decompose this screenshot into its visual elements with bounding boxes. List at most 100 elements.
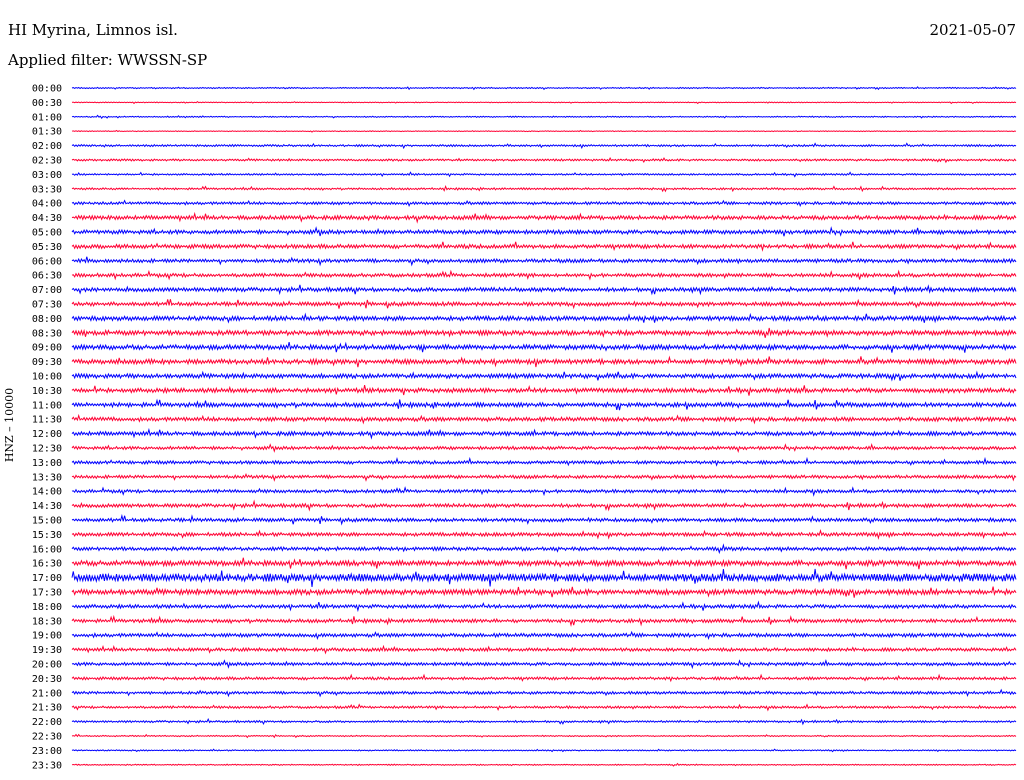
time-tick-label: 09:30 bbox=[32, 357, 62, 368]
time-tick-label: 15:30 bbox=[32, 530, 62, 541]
time-tick-label: 20:00 bbox=[32, 660, 62, 671]
trace-line bbox=[71, 486, 1017, 497]
trace-line bbox=[71, 748, 1017, 753]
time-tick-label: 06:00 bbox=[32, 256, 62, 267]
time-tick-label: 20:30 bbox=[32, 674, 62, 685]
trace-line bbox=[71, 114, 1017, 120]
time-tick-label: 18:00 bbox=[32, 602, 62, 613]
time-tick-label: 01:00 bbox=[32, 112, 62, 123]
trace-line bbox=[71, 284, 1017, 296]
time-tick-label: 17:30 bbox=[32, 588, 62, 599]
trace-line bbox=[71, 513, 1017, 526]
trace-line bbox=[71, 384, 1017, 396]
trace-line bbox=[71, 600, 1017, 613]
trace-line bbox=[71, 673, 1017, 683]
time-tick-label: 21:00 bbox=[32, 688, 62, 699]
time-tick-label: 16:30 bbox=[32, 559, 62, 570]
time-tick-label: 06:30 bbox=[32, 271, 62, 282]
time-tick-label: 12:30 bbox=[32, 444, 62, 455]
trace-line bbox=[71, 644, 1017, 655]
time-tick-label: 12:00 bbox=[32, 429, 62, 440]
time-tick-label: 21:30 bbox=[32, 703, 62, 714]
trace-line bbox=[71, 733, 1017, 739]
trace-line bbox=[71, 398, 1017, 411]
time-tick-label: 22:30 bbox=[32, 732, 62, 743]
trace-line bbox=[71, 241, 1017, 252]
time-tick-label: 09:00 bbox=[32, 343, 62, 354]
time-tick-label: 02:30 bbox=[32, 156, 62, 167]
time-tick-label: 22:00 bbox=[32, 717, 62, 728]
time-tick-label: 08:00 bbox=[32, 314, 62, 325]
time-tick-label: 01:30 bbox=[32, 127, 62, 138]
time-tick-label: 18:30 bbox=[32, 616, 62, 627]
time-tick-label: 13:00 bbox=[32, 458, 62, 469]
trace-line bbox=[71, 269, 1017, 281]
trace-line bbox=[71, 762, 1017, 767]
trace-line bbox=[71, 717, 1017, 726]
trace-line bbox=[71, 312, 1017, 324]
time-tick-label: 14:30 bbox=[32, 501, 62, 512]
trace-line bbox=[71, 568, 1017, 587]
trace-line bbox=[71, 171, 1017, 178]
time-tick-label: 03:00 bbox=[32, 170, 62, 181]
time-tick-label: 04:30 bbox=[32, 213, 62, 224]
time-tick-label: 02:00 bbox=[32, 141, 62, 152]
trace-line bbox=[71, 427, 1017, 440]
trace-line bbox=[71, 355, 1017, 368]
time-tick-label: 03:30 bbox=[32, 184, 62, 195]
trace-line bbox=[71, 129, 1017, 133]
trace-line bbox=[71, 184, 1017, 193]
trace-line bbox=[71, 142, 1017, 150]
time-tick-label: 04:00 bbox=[32, 199, 62, 210]
trace-line bbox=[71, 226, 1017, 237]
trace-line bbox=[71, 543, 1017, 555]
trace-line bbox=[71, 86, 1017, 91]
time-tick-label: 10:30 bbox=[32, 386, 62, 397]
trace-line bbox=[71, 499, 1017, 512]
time-tick-label: 23:30 bbox=[32, 760, 62, 771]
time-tick-label: 00:30 bbox=[32, 98, 62, 109]
trace-line bbox=[71, 630, 1017, 641]
time-tick-label: 08:30 bbox=[32, 328, 62, 339]
date-label: 2021-05-07 bbox=[929, 21, 1016, 39]
time-tick-label: 15:00 bbox=[32, 516, 62, 527]
trace-line bbox=[71, 413, 1017, 425]
trace-line bbox=[71, 298, 1017, 310]
time-tick-label: 10:00 bbox=[32, 372, 62, 383]
trace-line bbox=[71, 341, 1017, 353]
trace-line bbox=[71, 327, 1017, 338]
trace-line bbox=[71, 586, 1017, 598]
trace-line bbox=[71, 658, 1017, 670]
trace-line bbox=[71, 703, 1017, 712]
trace-line bbox=[71, 211, 1017, 224]
time-tick-label: 00:00 bbox=[32, 84, 62, 95]
time-tick-label: 13:30 bbox=[32, 472, 62, 483]
time-tick-label: 11:30 bbox=[32, 415, 62, 426]
trace-line bbox=[71, 473, 1017, 482]
trace-line bbox=[71, 688, 1017, 698]
time-tick-label: 17:00 bbox=[32, 573, 62, 584]
trace-line bbox=[71, 528, 1017, 540]
trace-line bbox=[71, 100, 1017, 105]
trace-line bbox=[71, 199, 1017, 208]
filter-label: Applied filter: WWSSN-SP bbox=[8, 51, 208, 69]
trace-line bbox=[71, 442, 1017, 454]
time-tick-label: 11:00 bbox=[32, 400, 62, 411]
trace-line bbox=[71, 370, 1017, 382]
trace-line bbox=[71, 557, 1017, 570]
trace-line bbox=[71, 256, 1017, 267]
time-tick-label: 14:00 bbox=[32, 487, 62, 498]
time-tick-label: 05:30 bbox=[32, 242, 62, 253]
trace-line bbox=[71, 456, 1017, 467]
time-tick-label: 05:00 bbox=[32, 228, 62, 239]
trace-line bbox=[71, 157, 1017, 164]
time-tick-label: 07:00 bbox=[32, 285, 62, 296]
time-tick-label: 19:30 bbox=[32, 645, 62, 656]
station-title: HI Myrina, Limnos isl. bbox=[8, 21, 178, 39]
time-tick-label: 16:00 bbox=[32, 544, 62, 555]
time-tick-label: 19:00 bbox=[32, 631, 62, 642]
time-tick-label: 23:00 bbox=[32, 746, 62, 757]
time-tick-label: 07:30 bbox=[32, 300, 62, 311]
